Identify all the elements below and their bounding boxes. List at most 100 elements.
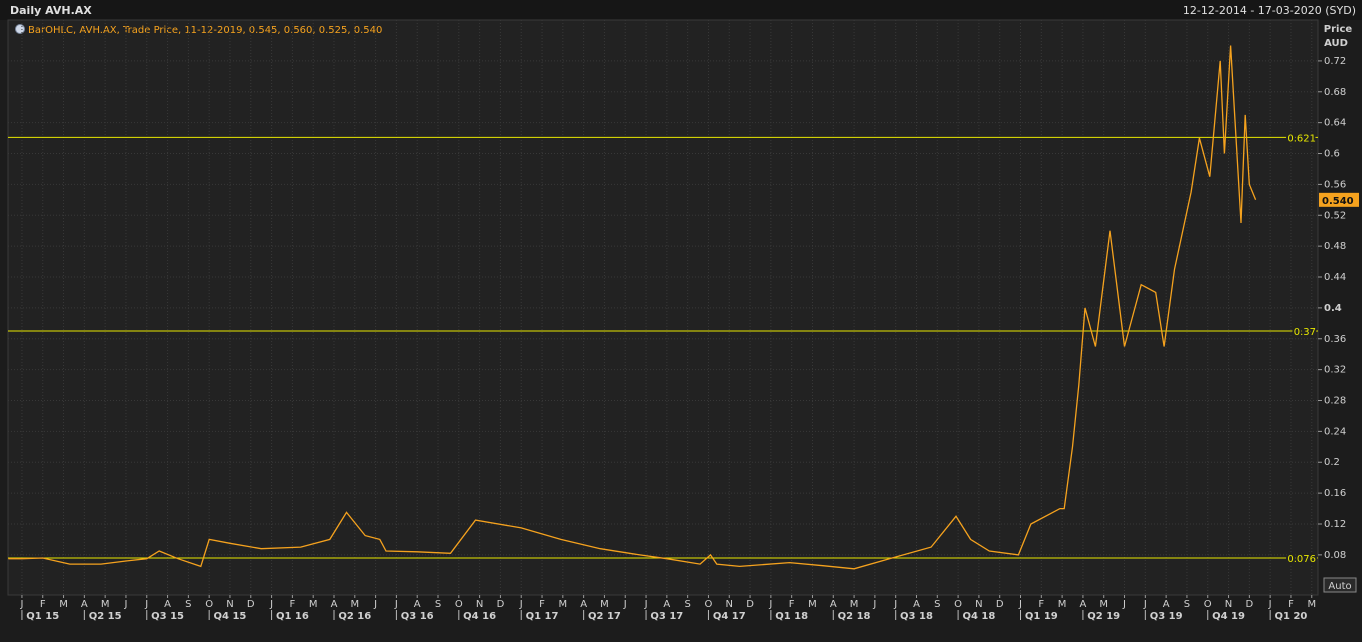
- x-tick-label: J: [519, 599, 523, 610]
- quarter-label: Q4 19: [1212, 611, 1245, 622]
- y-axis-label: Price: [1324, 24, 1353, 35]
- x-tick-label: D: [1245, 599, 1253, 610]
- x-tick-label: J: [123, 599, 127, 610]
- x-tick-label: M: [350, 599, 359, 610]
- x-tick-label: F: [1288, 599, 1294, 610]
- auto-button[interactable]: [1323, 577, 1357, 593]
- quarter-label: Q1 18: [775, 611, 808, 622]
- quarter-label: Q2 18: [838, 611, 871, 622]
- auto-button-label[interactable]: Auto: [1328, 581, 1351, 592]
- y-tick-label: 0.68: [1324, 87, 1346, 98]
- x-tick-label: N: [975, 599, 982, 610]
- quarter-label: Q3 15: [151, 611, 184, 622]
- quarter-label: Q1 19: [1025, 611, 1058, 622]
- y-tick-label: 0.12: [1324, 519, 1346, 530]
- quarter-label: Q1 17: [526, 611, 559, 622]
- x-tick-label: J: [1143, 599, 1147, 610]
- x-tick-label: A: [830, 599, 837, 610]
- x-tick-label: M: [1307, 599, 1316, 610]
- x-tick-label: D: [247, 599, 255, 610]
- x-tick-label: J: [19, 599, 23, 610]
- x-tick-label: S: [684, 599, 690, 610]
- y-tick-label: 0.48: [1324, 241, 1346, 252]
- x-tick-label: J: [768, 599, 772, 610]
- horizontal-line-label: 0.37: [1294, 327, 1316, 338]
- y-tick-label: 0.52: [1324, 210, 1346, 221]
- quarter-label: Q2 19: [1087, 611, 1120, 622]
- x-tick-label: A: [164, 599, 171, 610]
- x-tick-label: J: [269, 599, 273, 610]
- x-tick-label: O: [1204, 599, 1212, 610]
- x-tick-label: N: [726, 599, 733, 610]
- x-tick-label: M: [1058, 599, 1067, 610]
- x-tick-label: F: [539, 599, 545, 610]
- quarter-label: Q3 19: [1150, 611, 1183, 622]
- quarter-label: Q4 16: [463, 611, 496, 622]
- x-tick-label: M: [309, 599, 318, 610]
- y-tick-label: 0.2: [1324, 457, 1340, 468]
- quarter-label: Q2 16: [338, 611, 371, 622]
- y-tick-label: 0.44: [1324, 272, 1346, 283]
- x-tick-label: O: [705, 599, 713, 610]
- x-tick-label: A: [414, 599, 421, 610]
- x-tick-label: M: [600, 599, 609, 610]
- x-tick-label: F: [1038, 599, 1044, 610]
- price-line: [8, 45, 1257, 570]
- x-tick-label: A: [663, 599, 670, 610]
- y-tick-label: 0.72: [1324, 56, 1346, 67]
- date-range: 12-12-2014 - 17-03-2020 (SYD): [1183, 4, 1356, 17]
- x-tick-label: S: [435, 599, 441, 610]
- x-tick-label: N: [476, 599, 483, 610]
- chart-title: Daily AVH.AX: [10, 4, 92, 17]
- x-tick-label: A: [1079, 599, 1086, 610]
- quarter-label: Q1 16: [276, 611, 309, 622]
- y-tick-label: 0.64: [1324, 118, 1346, 129]
- legend-entry: BarOHLC, AVH.AX, Trade Price, 11-12-2019…: [28, 25, 382, 36]
- quarter-label: Q4 17: [713, 611, 746, 622]
- quarter-label: Q2 15: [89, 611, 122, 622]
- quarter-label: Q3 16: [401, 611, 434, 622]
- x-tick-label: J: [893, 599, 897, 610]
- x-tick-label: F: [290, 599, 296, 610]
- x-tick-label: M: [101, 599, 110, 610]
- x-tick-label: M: [850, 599, 859, 610]
- x-tick-label: J: [644, 599, 648, 610]
- x-tick-label: J: [872, 599, 876, 610]
- x-tick-label: A: [913, 599, 920, 610]
- x-tick-label: A: [580, 599, 587, 610]
- last-price-label: 0.540: [1322, 196, 1354, 207]
- x-tick-label: J: [1268, 599, 1272, 610]
- x-tick-label: M: [1099, 599, 1108, 610]
- x-tick-label: N: [226, 599, 233, 610]
- quarter-label: Q1 20: [1275, 611, 1308, 622]
- x-tick-label: F: [789, 599, 795, 610]
- y-tick-label: 0.36: [1324, 334, 1346, 345]
- header-bar: [0, 0, 1362, 20]
- quarter-label: Q3 17: [650, 611, 683, 622]
- legend-icon: [15, 24, 25, 34]
- y-tick-label: 0.56: [1324, 179, 1346, 190]
- y-axis-label: AUD: [1324, 38, 1348, 49]
- horizontal-line-label: 0.076: [1287, 554, 1316, 565]
- y-tick-label: 0.24: [1324, 426, 1346, 437]
- x-tick-label: A: [331, 599, 338, 610]
- quarter-label: Q4 18: [962, 611, 995, 622]
- y-tick-label: 0.32: [1324, 365, 1346, 376]
- x-tick-label: D: [746, 599, 754, 610]
- y-tick-label: 0.6: [1324, 149, 1340, 160]
- x-tick-label: J: [623, 599, 627, 610]
- x-tick-label: N: [1225, 599, 1232, 610]
- x-tick-label: S: [1184, 599, 1190, 610]
- x-tick-label: J: [1122, 599, 1126, 610]
- y-tick-label: 0.28: [1324, 396, 1346, 407]
- x-tick-label: D: [497, 599, 505, 610]
- x-tick-label: D: [996, 599, 1004, 610]
- quarter-label: Q1 15: [26, 611, 59, 622]
- x-tick-label: S: [934, 599, 940, 610]
- y-tick-label: 0.08: [1324, 550, 1346, 561]
- x-tick-label: M: [808, 599, 817, 610]
- x-tick-label: A: [81, 599, 88, 610]
- quarter-label: Q3 18: [900, 611, 933, 622]
- x-tick-label: F: [40, 599, 46, 610]
